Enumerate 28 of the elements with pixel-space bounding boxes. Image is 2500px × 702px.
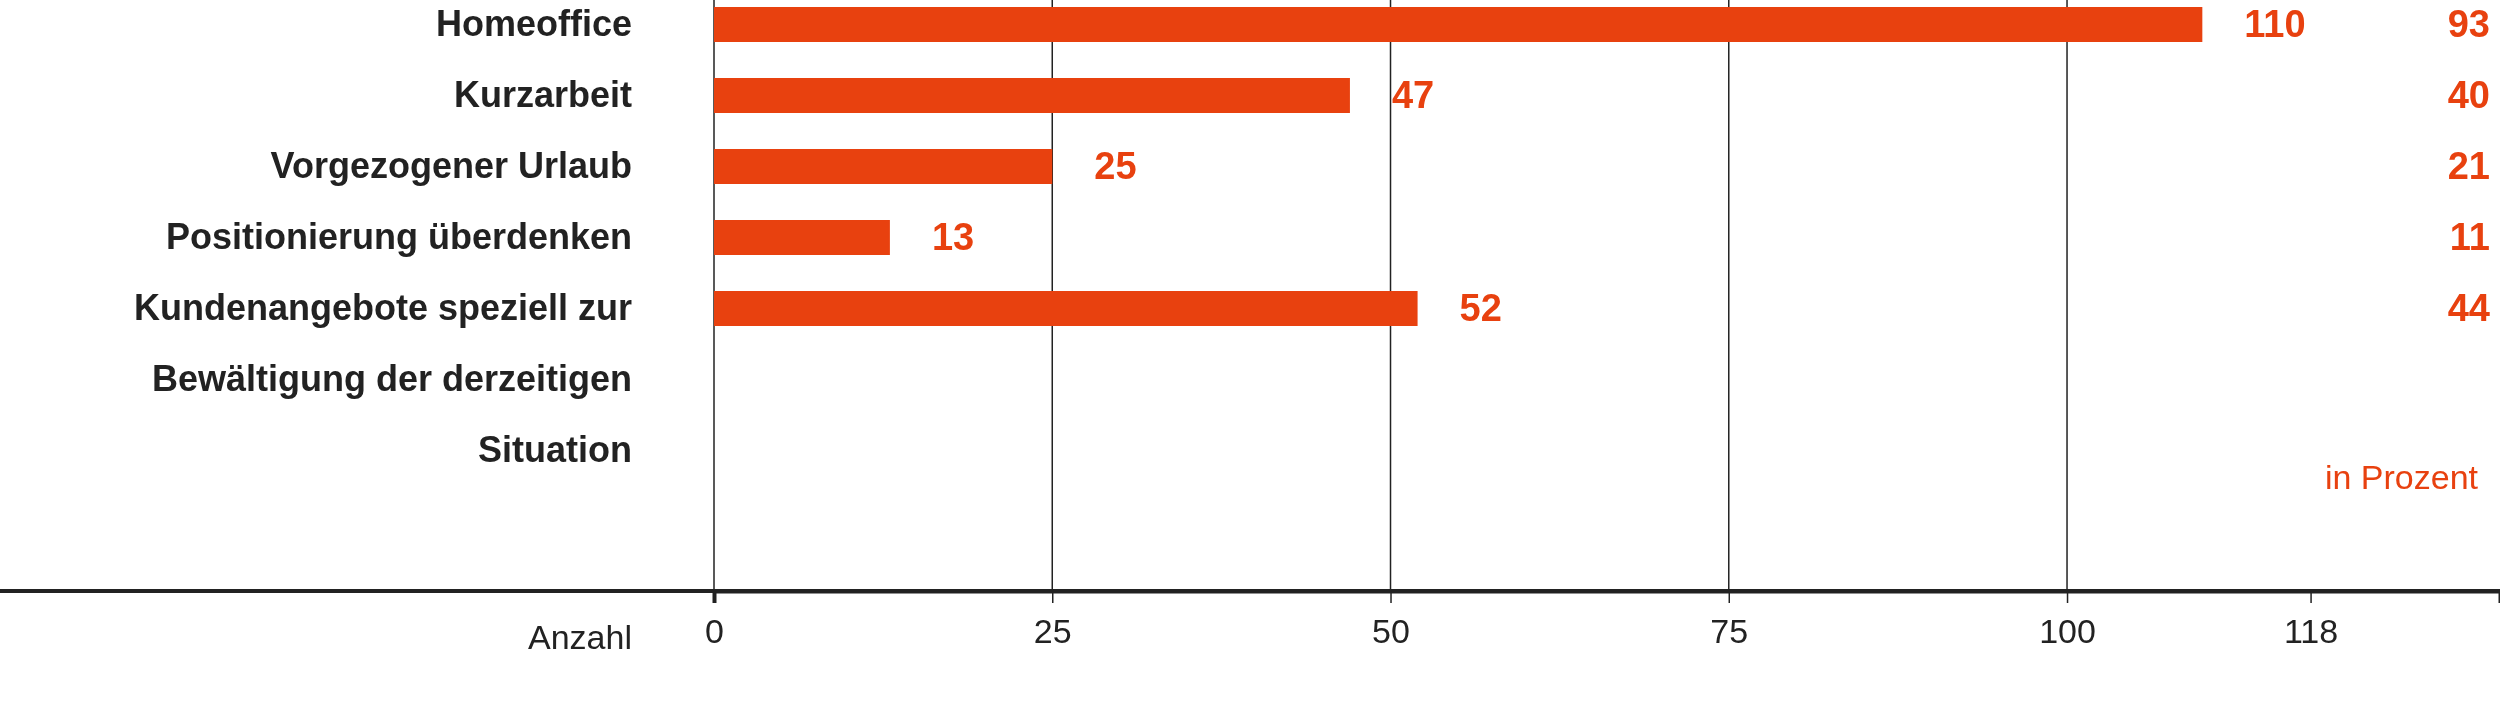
bar [714, 78, 1350, 113]
x-tick-label: 118 [2283, 612, 2339, 651]
data-label: 52 [1459, 287, 1502, 329]
y-tick-label: Kurzarbeit [453, 74, 633, 115]
annotation: 44 [2447, 287, 2490, 329]
annotation: 93 [2447, 3, 2490, 45]
x-axis-title: Anzahl [528, 618, 632, 656]
x-tick-label: 75 [1710, 612, 1749, 651]
bar [714, 7, 2203, 42]
x-tick-label: 100 [2039, 612, 2096, 651]
y-tick-label: Kundenangebote speziell zur Bewältigung der derzeitigen Situation [133, 287, 632, 470]
y-tick-label: Vorgezogener Urlaub [270, 145, 632, 186]
y-tick-label: Positionierung überdenken [165, 216, 632, 257]
bar [714, 149, 1053, 184]
x-tick-label: 50 [1372, 612, 1410, 651]
x-tick-label: 25 [1033, 612, 1072, 651]
text: in Prozent [2324, 458, 2479, 496]
data-label: 110 [2244, 3, 2306, 45]
data-label: 47 [1391, 74, 1435, 116]
data-label: 25 [1094, 145, 1137, 187]
x-tick-label: 0 [705, 612, 724, 651]
annotation: 40 [2447, 74, 2490, 116]
bar [714, 291, 1418, 326]
annotation: 21 [2447, 145, 2490, 187]
y-tick-label: Homeoffice [435, 3, 632, 44]
data-label: 13 [931, 216, 975, 258]
bar [714, 220, 890, 255]
annotation: 11 [2449, 216, 2490, 258]
